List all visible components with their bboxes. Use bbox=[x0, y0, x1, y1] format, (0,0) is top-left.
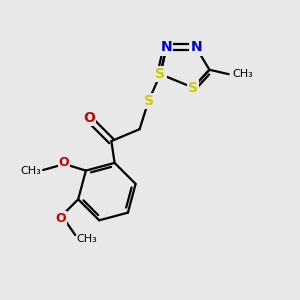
Text: N: N bbox=[160, 40, 172, 55]
Text: CH₃: CH₃ bbox=[77, 233, 98, 244]
Text: CH₃: CH₃ bbox=[20, 166, 41, 176]
Text: S: S bbox=[143, 94, 154, 108]
Text: S: S bbox=[155, 67, 165, 81]
Text: CH₃: CH₃ bbox=[232, 69, 253, 79]
Text: S: S bbox=[188, 81, 198, 94]
Text: O: O bbox=[83, 111, 95, 125]
Text: N: N bbox=[190, 40, 202, 55]
Text: O: O bbox=[58, 156, 69, 169]
Text: O: O bbox=[55, 212, 66, 225]
